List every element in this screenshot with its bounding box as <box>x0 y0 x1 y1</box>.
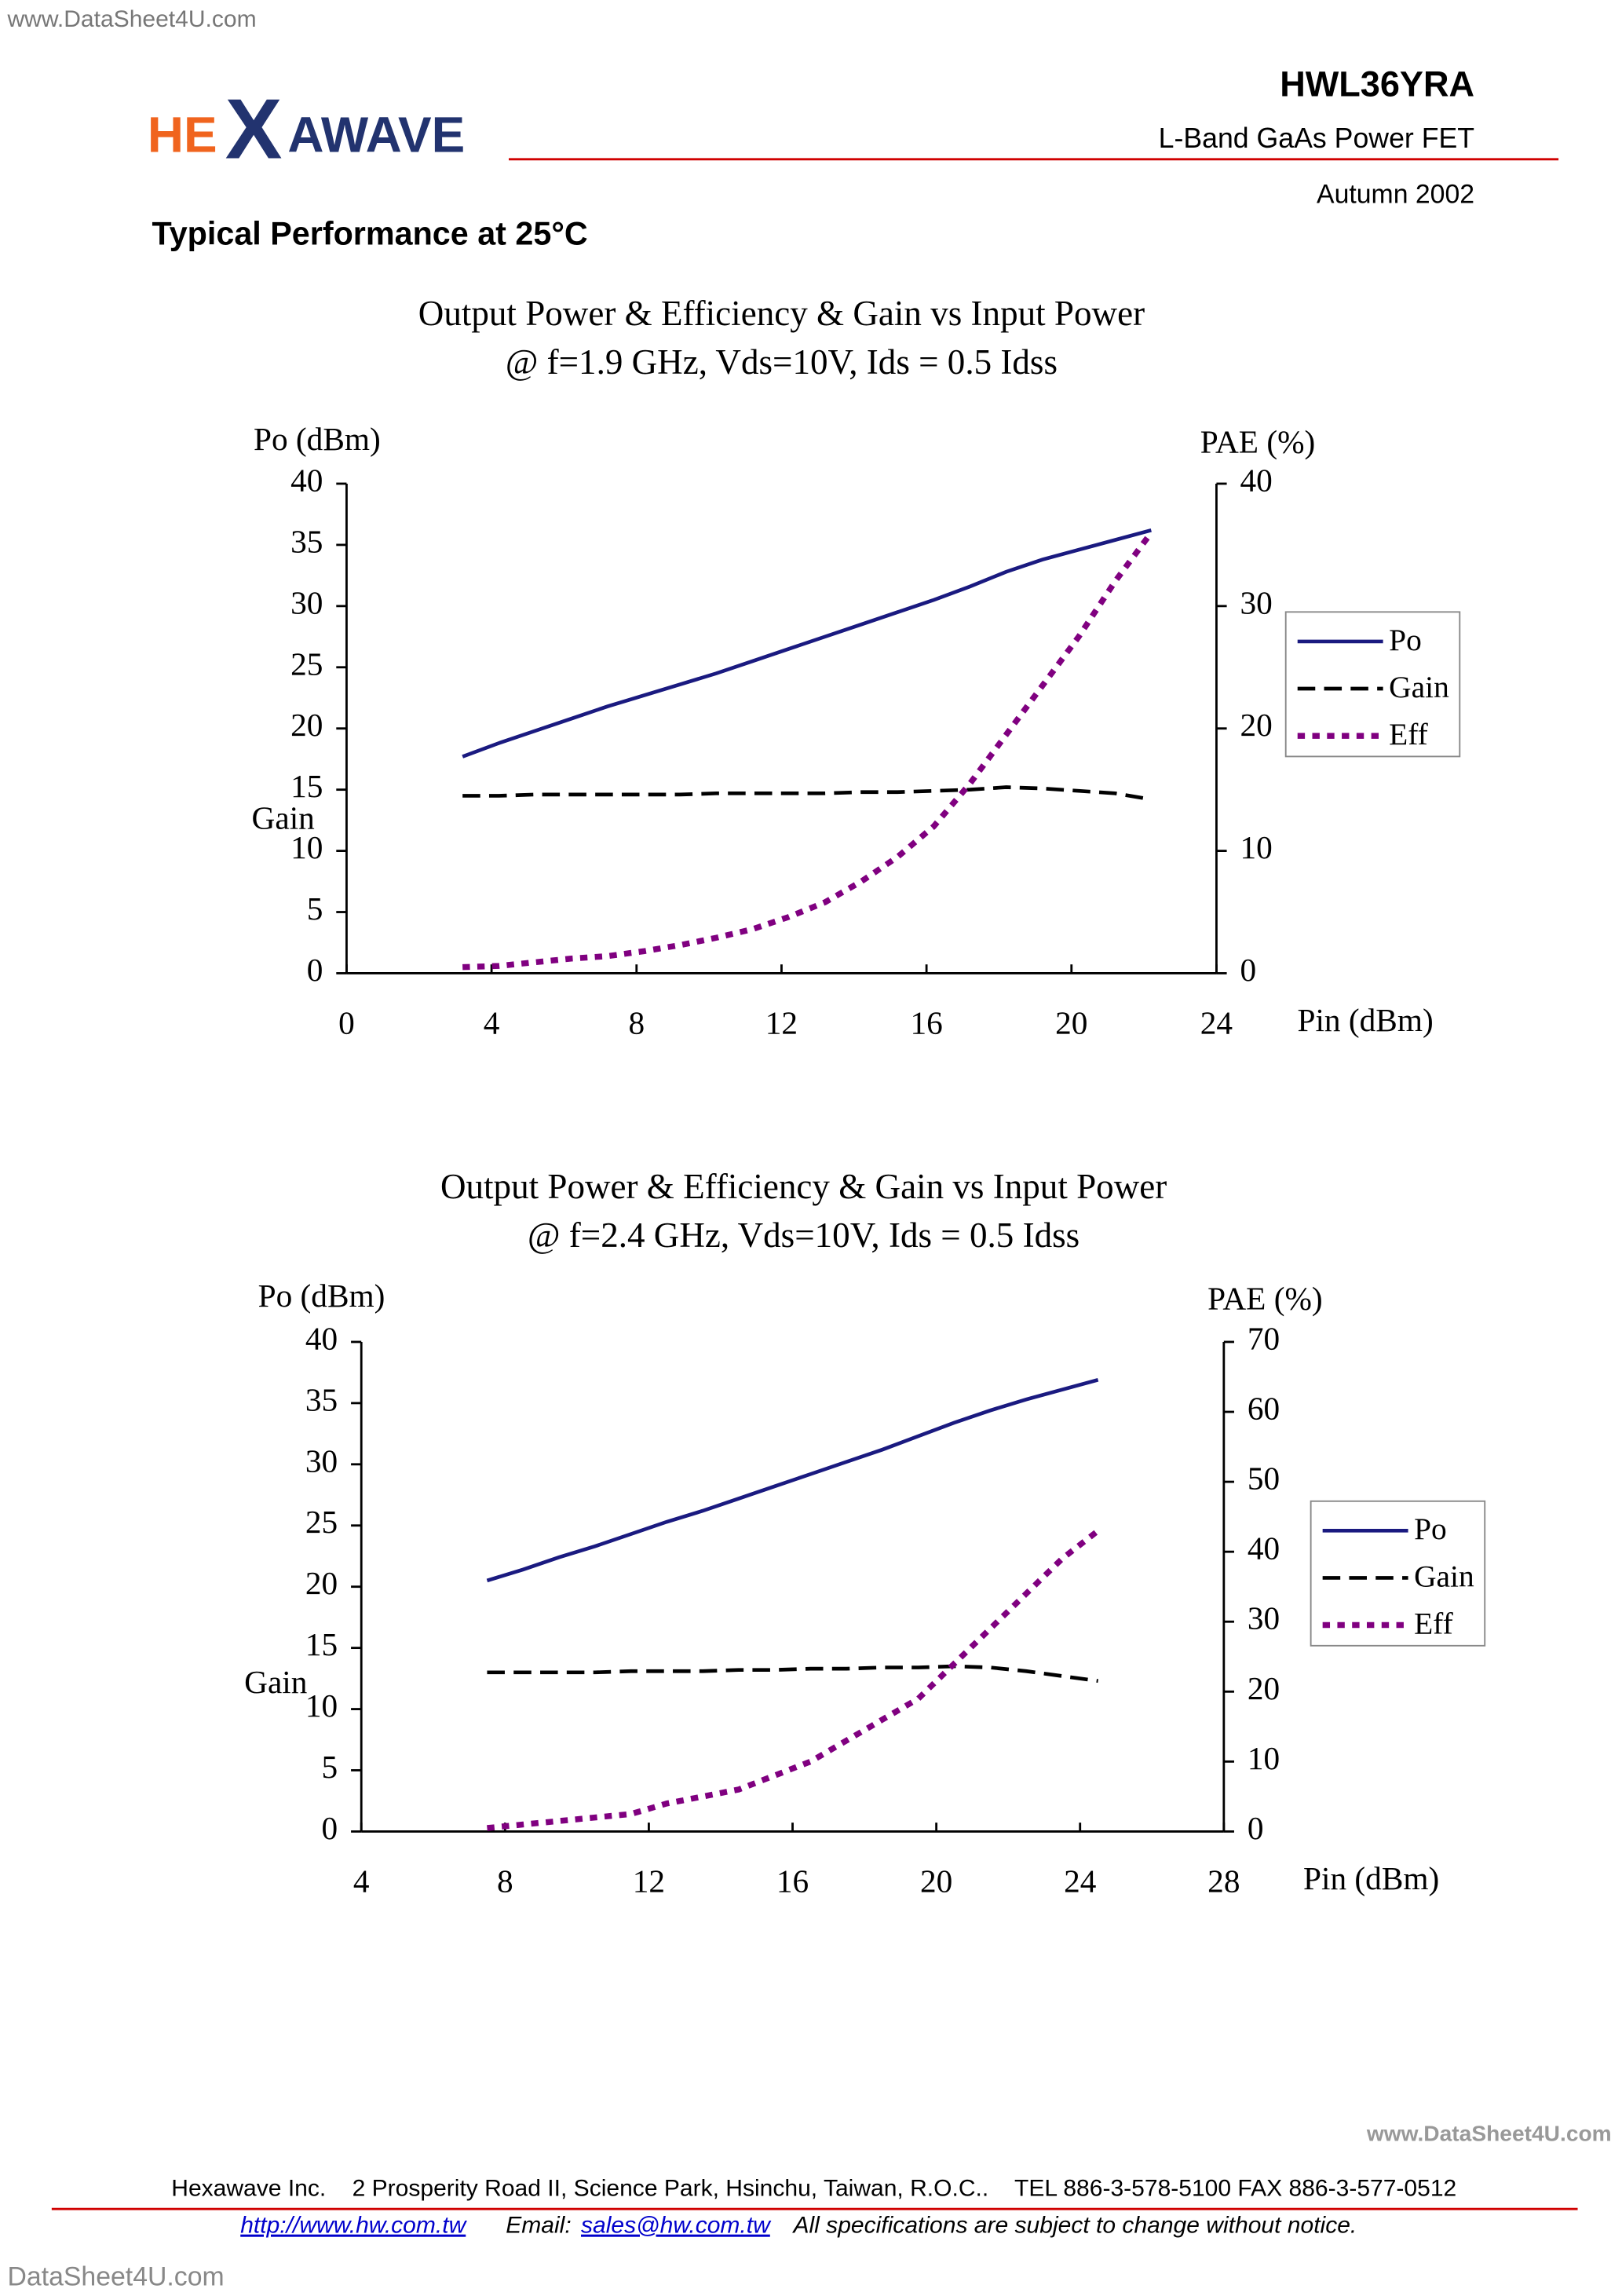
x-tick-label: 28 <box>1207 1863 1240 1899</box>
y-tick-label: 30 <box>305 1442 338 1479</box>
logo-right: AWAVE <box>287 106 465 163</box>
x-tick-label: 4 <box>353 1863 370 1899</box>
x-tick-label: 8 <box>497 1863 513 1899</box>
y2-tick-label: 0 <box>1240 952 1256 988</box>
chart-title: Output Power & Efficiency & Gain vs Inpu… <box>418 294 1145 333</box>
y-tick-label: 5 <box>322 1749 338 1785</box>
description: L-Band GaAs Power FET <box>1159 122 1474 154</box>
legend-box <box>1310 1500 1486 1647</box>
y-tick-label: 10 <box>290 829 323 865</box>
y2-tick-label: 10 <box>1248 1740 1280 1776</box>
y-axis-label: Gain <box>244 1664 308 1700</box>
y2-tick-label: 40 <box>1248 1530 1280 1567</box>
logo-mark: X <box>225 82 283 177</box>
section-title: Typical Performance at 25°C <box>152 215 588 251</box>
y-tick-label: 15 <box>305 1626 338 1662</box>
x-tick-label: 16 <box>910 1005 942 1041</box>
charts: Output Power & Efficiency & Gain vs Inpu… <box>244 294 1486 1899</box>
part-number: HWL36YRA <box>1280 64 1474 104</box>
chart: Output Power & Efficiency & Gain vs Inpu… <box>252 294 1461 1041</box>
email-link[interactable]: sales@hw.com.tw <box>581 2213 772 2239</box>
x-tick-label: 24 <box>1200 1005 1233 1041</box>
legend-label: Eff <box>1414 1606 1453 1640</box>
y2-tick-label: 20 <box>1240 707 1272 743</box>
y-tick-label: 20 <box>290 707 323 743</box>
y-axis-label: Gain <box>252 800 316 836</box>
x-tick-label: 12 <box>633 1863 665 1899</box>
series-line <box>462 531 1154 971</box>
y-tick-label: 35 <box>305 1381 338 1417</box>
y-tick-label: 0 <box>307 952 323 988</box>
legend-label: Gain <box>1389 670 1449 704</box>
legend-label: Gain <box>1414 1559 1474 1593</box>
legend-label: Eff <box>1389 717 1428 751</box>
legend-label: Po <box>1414 1512 1447 1546</box>
logo-left: HE <box>148 106 217 163</box>
x-tick-label: 0 <box>338 1005 355 1041</box>
y-tick-label: 40 <box>305 1320 338 1356</box>
date: Autumn 2002 <box>1317 180 1474 210</box>
y-axis-label: Po (dBm) <box>254 421 381 458</box>
series-line <box>487 1528 1100 1831</box>
x-axis-label: Pin (dBm) <box>1303 1860 1439 1897</box>
watermark: www.DataSheet4U.com <box>7 6 257 32</box>
series-line <box>487 1664 1098 1684</box>
chart-subtitle: @ f=2.4 GHz, Vds=10V, Ids = 0.5 Idss <box>528 1216 1080 1255</box>
y2-tick-label: 70 <box>1248 1320 1280 1356</box>
legend-box <box>1284 611 1461 758</box>
y-tick-label: 35 <box>290 523 323 559</box>
chart-title: Output Power & Efficiency & Gain vs Inpu… <box>440 1167 1167 1206</box>
notice: All specifications are subject to change… <box>791 2213 1357 2239</box>
y2-tick-label: 30 <box>1248 1600 1280 1636</box>
y-tick-label: 25 <box>305 1504 338 1540</box>
y2-axis-label: PAE (%) <box>1200 424 1315 461</box>
chart: Output Power & Efficiency & Gain vs Inpu… <box>244 1167 1486 1899</box>
x-tick-label: 20 <box>920 1863 952 1899</box>
y2-axis-label: PAE (%) <box>1207 1281 1322 1318</box>
y-axis-label: Po (dBm) <box>258 1278 385 1314</box>
series-line <box>462 528 1152 759</box>
y2-tick-label: 40 <box>1240 462 1272 498</box>
y-tick-label: 30 <box>290 584 323 620</box>
y-tick-label: 10 <box>305 1687 338 1724</box>
x-tick-label: 16 <box>776 1863 809 1899</box>
y-tick-label: 0 <box>322 1810 338 1846</box>
series-line <box>462 785 1152 802</box>
y2-tick-label: 60 <box>1248 1391 1280 1427</box>
series-line <box>486 1378 1099 1583</box>
email-label: Email: <box>506 2213 571 2239</box>
x-tick-label: 12 <box>765 1005 798 1041</box>
x-tick-label: 4 <box>484 1005 500 1041</box>
y-tick-label: 5 <box>307 890 323 927</box>
y-tick-label: 20 <box>305 1565 338 1601</box>
y2-tick-label: 50 <box>1248 1461 1280 1497</box>
x-tick-label: 8 <box>628 1005 645 1041</box>
y-tick-label: 40 <box>290 462 323 498</box>
footer-address: Hexawave Inc. 2 Prosperity Road II, Scie… <box>171 2176 1456 2202</box>
y-tick-label: 25 <box>290 645 323 682</box>
chart-subtitle: @ f=1.9 GHz, Vds=10V, Ids = 0.5 Idss <box>506 342 1058 382</box>
y2-tick-label: 30 <box>1240 584 1272 620</box>
y2-tick-label: 0 <box>1248 1810 1264 1846</box>
y-tick-label: 15 <box>290 768 323 804</box>
x-tick-label: 20 <box>1055 1005 1087 1041</box>
x-axis-label: Pin (dBm) <box>1297 1002 1433 1039</box>
y2-tick-label: 20 <box>1248 1670 1280 1706</box>
watermark: DataSheet4U.com <box>8 2261 225 2291</box>
legend-label: Po <box>1389 623 1422 657</box>
x-tick-label: 24 <box>1064 1863 1096 1899</box>
y2-tick-label: 10 <box>1240 829 1272 865</box>
website-link[interactable]: http://www.hw.com.tw <box>240 2213 467 2239</box>
watermark: www.DataSheet4U.com <box>1366 2122 1612 2146</box>
